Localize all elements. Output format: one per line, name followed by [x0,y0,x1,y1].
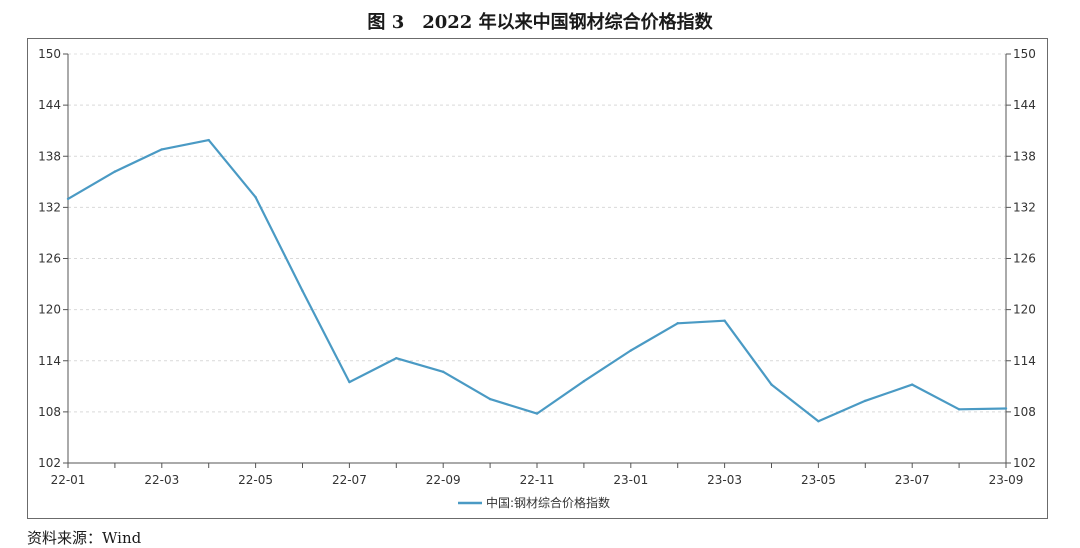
y-tick-label-left: 138 [38,149,61,163]
data-point [770,383,773,386]
x-tick-label: 22-09 [426,473,461,487]
legend: 中国:钢材综合价格指数 [458,495,610,510]
y-tick-label-right: 114 [1013,354,1036,368]
chart-frame [27,38,1048,519]
y-tick-label-right: 126 [1013,252,1036,266]
y-tick-label-left: 114 [38,354,61,368]
y-tick-label-right: 120 [1013,303,1036,317]
data-point [113,170,117,173]
data-point [957,408,961,411]
y-tick-label-right: 150 [1013,47,1036,61]
axes [63,53,1011,468]
x-tick-label: 23-01 [613,473,648,487]
data-point [160,148,163,151]
figure-title: 图 3 2022 年以来中国钢材综合价格指数 [367,12,713,33]
data-point [629,349,632,352]
data-point [442,370,445,374]
x-tick-label: 22-11 [520,473,555,487]
x-tick-label: 23-03 [707,473,742,487]
data-point [1004,407,1008,410]
y-tick-label-left: 144 [38,98,61,112]
series-line [67,139,1007,423]
tick-labels: 102 102 108 108 114 114 120 120 126 126 132 132 138 1… [38,47,1036,487]
legend-label: 中国:钢材综合价格指数 [486,495,610,510]
x-tick-label: 22-03 [144,473,179,487]
x-tick-label: 22-07 [332,473,367,487]
data-point [348,380,351,384]
y-tick-label-right: 102 [1013,456,1036,470]
y-tick-label-left: 108 [38,405,61,419]
data-point [301,289,304,293]
y-tick-label-left: 126 [38,252,61,266]
x-tick-label: 22-01 [51,473,86,487]
data-point [723,319,726,322]
x-tick-label: 23-07 [895,473,930,487]
y-tick-label-right: 132 [1013,200,1036,214]
data-point [66,197,70,201]
data-point [207,138,210,142]
series-lines [66,138,1008,423]
data-point [535,412,539,415]
y-tick-label-left: 132 [38,200,61,214]
y-tick-label-left: 150 [38,47,61,61]
data-point [488,397,492,401]
data-point [864,399,867,402]
data-point [254,195,257,199]
x-tick-label: 23-05 [801,473,836,487]
gridlines [68,53,1006,413]
source-note: 资料来源：Wind [27,529,142,547]
data-point [395,356,398,360]
x-tick-label: 22-05 [238,473,273,487]
y-tick-label-right: 108 [1013,405,1036,419]
y-tick-label-right: 144 [1013,98,1036,112]
x-tick-label: 23-09 [989,473,1024,487]
y-tick-label-left: 102 [38,456,61,470]
data-point [817,420,820,423]
data-point [676,322,679,325]
y-tick-label-left: 120 [38,303,61,317]
data-point [582,380,586,383]
data-point [911,383,914,386]
y-tick-label-right: 138 [1013,149,1036,163]
